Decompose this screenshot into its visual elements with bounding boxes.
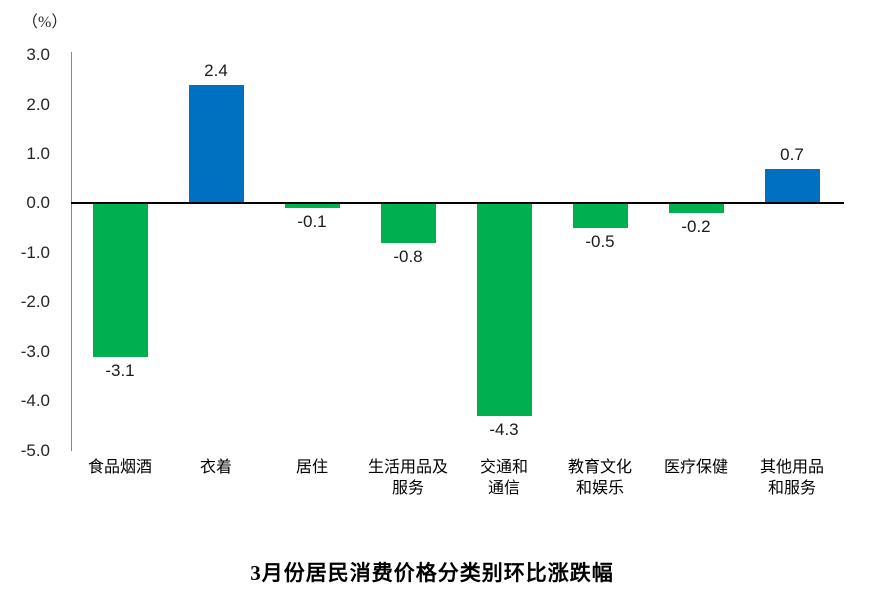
category-label-line: 生活用品及 (367, 459, 448, 476)
bar (572, 203, 628, 229)
bar-value-label: -3.1 (105, 360, 135, 380)
y-axis-tick-label: 3.0 (26, 45, 50, 65)
category-label-line: 服务 (391, 480, 424, 497)
category-label: 生活用品及 服务 (352, 457, 464, 499)
bar-value-label: 2.4 (204, 60, 228, 80)
y-axis-line (71, 52, 72, 451)
category-label-line: 医疗保健 (663, 459, 728, 476)
category-label-line: 居住 (295, 459, 328, 476)
bar (668, 203, 724, 214)
category-label-line: 衣着 (199, 459, 232, 476)
bar-value-label: -0.5 (585, 232, 615, 252)
category-label: 医疗保健 (640, 457, 752, 478)
bar (92, 203, 148, 357)
x-axis-zero-line (71, 202, 844, 204)
category-label-line: 和服务 (767, 480, 816, 497)
category-label: 教育文化 和娱乐 (544, 457, 656, 499)
y-axis-tick-label: -1.0 (20, 242, 50, 262)
chart-title: 3月份居民消费价格分类别环比涨跌幅 (250, 561, 614, 585)
category-label: 交通和 通信 (448, 457, 560, 499)
y-axis-tick-label: -2.0 (20, 292, 50, 312)
category-label-line: 通信 (487, 480, 520, 497)
y-axis-tick-label: -3.0 (20, 341, 50, 361)
bar-value-label: -0.2 (681, 217, 711, 237)
y-axis-tick-label: -4.0 (20, 391, 50, 411)
bar-value-label: 0.7 (780, 144, 804, 164)
category-label: 衣着 (160, 457, 272, 478)
bar (380, 203, 436, 243)
category-label-line: 教育文化 (567, 459, 632, 476)
category-label-line: 其他用品 (759, 459, 824, 476)
category-label-line: 和娱乐 (575, 480, 624, 497)
bar (188, 84, 244, 204)
bar-value-label: -4.3 (489, 420, 519, 440)
category-label-line: 食品烟酒 (87, 459, 152, 476)
bar (764, 168, 820, 204)
y-axis-tick-label: -5.0 (20, 440, 50, 460)
y-axis-tick-label: 2.0 (26, 94, 50, 114)
bar-value-label: -0.1 (297, 212, 327, 232)
y-axis-tick-label: 0.0 (26, 193, 50, 213)
category-label: 居住 (256, 457, 368, 478)
category-label: 食品烟酒 (64, 457, 176, 478)
category-label-line: 交通和 (479, 459, 528, 476)
bar (284, 203, 340, 209)
bar-value-label: -0.8 (393, 246, 423, 266)
y-axis-unit-label: （%） (22, 14, 68, 31)
bar (476, 203, 532, 417)
category-label: 其他用品 和服务 (736, 457, 848, 499)
y-axis-tick-label: 1.0 (26, 143, 50, 163)
